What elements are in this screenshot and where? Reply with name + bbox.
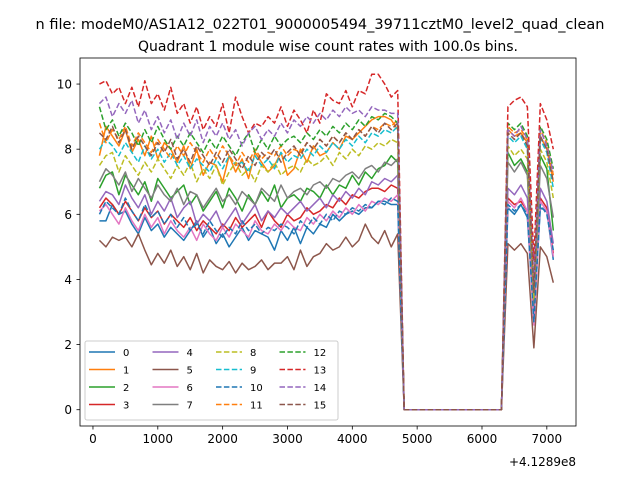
x-tick-label: 6000 bbox=[467, 432, 498, 446]
y-tick-label: 10 bbox=[57, 78, 72, 92]
series-line-15 bbox=[98, 122, 555, 411]
x-tick-label: 0 bbox=[89, 432, 97, 446]
legend-label-4: 4 bbox=[187, 348, 193, 359]
y-tick-label: 2 bbox=[64, 338, 72, 352]
plot-area bbox=[98, 73, 555, 411]
legend-label-5: 5 bbox=[187, 366, 193, 377]
legend-label-9: 9 bbox=[250, 366, 256, 377]
chart-title: Quadrant 1 module wise count rates with … bbox=[138, 39, 518, 55]
legend-label-1: 1 bbox=[123, 366, 129, 377]
y-tick-label: 8 bbox=[64, 143, 72, 157]
series-line-14 bbox=[98, 96, 555, 411]
legend-label-14: 14 bbox=[314, 383, 327, 394]
legend-box bbox=[84, 340, 339, 421]
series-lines bbox=[98, 73, 555, 411]
x-tick-label: 4000 bbox=[337, 432, 368, 446]
x-tick-label: 5000 bbox=[402, 432, 433, 446]
axes-frame bbox=[79, 57, 577, 427]
x-tick-label: 1000 bbox=[143, 432, 174, 446]
legend-label-3: 3 bbox=[123, 401, 129, 412]
x-offset-label: +4.1289e8 bbox=[509, 455, 576, 469]
legend-label-12: 12 bbox=[314, 348, 327, 359]
axes: 0 1000 2000 3000 4000 5000 6000 70000246810+4.1… bbox=[57, 57, 577, 469]
legend-label-11: 11 bbox=[250, 401, 263, 412]
legend-label-7: 7 bbox=[187, 401, 193, 412]
y-tick-label: 4 bbox=[64, 273, 72, 287]
series-line-8 bbox=[98, 138, 555, 411]
x-tick-label: 3000 bbox=[272, 432, 303, 446]
legend-label-13: 13 bbox=[314, 366, 327, 377]
legend-label-2: 2 bbox=[123, 383, 129, 394]
x-tick-label: 7000 bbox=[532, 432, 563, 446]
figure-suptitle: n file: modeM0/AS1A12_022T01_9000005494_… bbox=[36, 17, 605, 33]
y-tick-label: 0 bbox=[64, 403, 72, 417]
legend-label-6: 6 bbox=[187, 383, 193, 394]
y-tick-label: 6 bbox=[64, 208, 72, 222]
legend-label-8: 8 bbox=[250, 348, 256, 359]
x-tick-label: 2000 bbox=[207, 432, 238, 446]
legend-label-10: 10 bbox=[250, 383, 263, 394]
legend-label-15: 15 bbox=[314, 401, 327, 412]
legend-label-0: 0 bbox=[123, 348, 129, 359]
